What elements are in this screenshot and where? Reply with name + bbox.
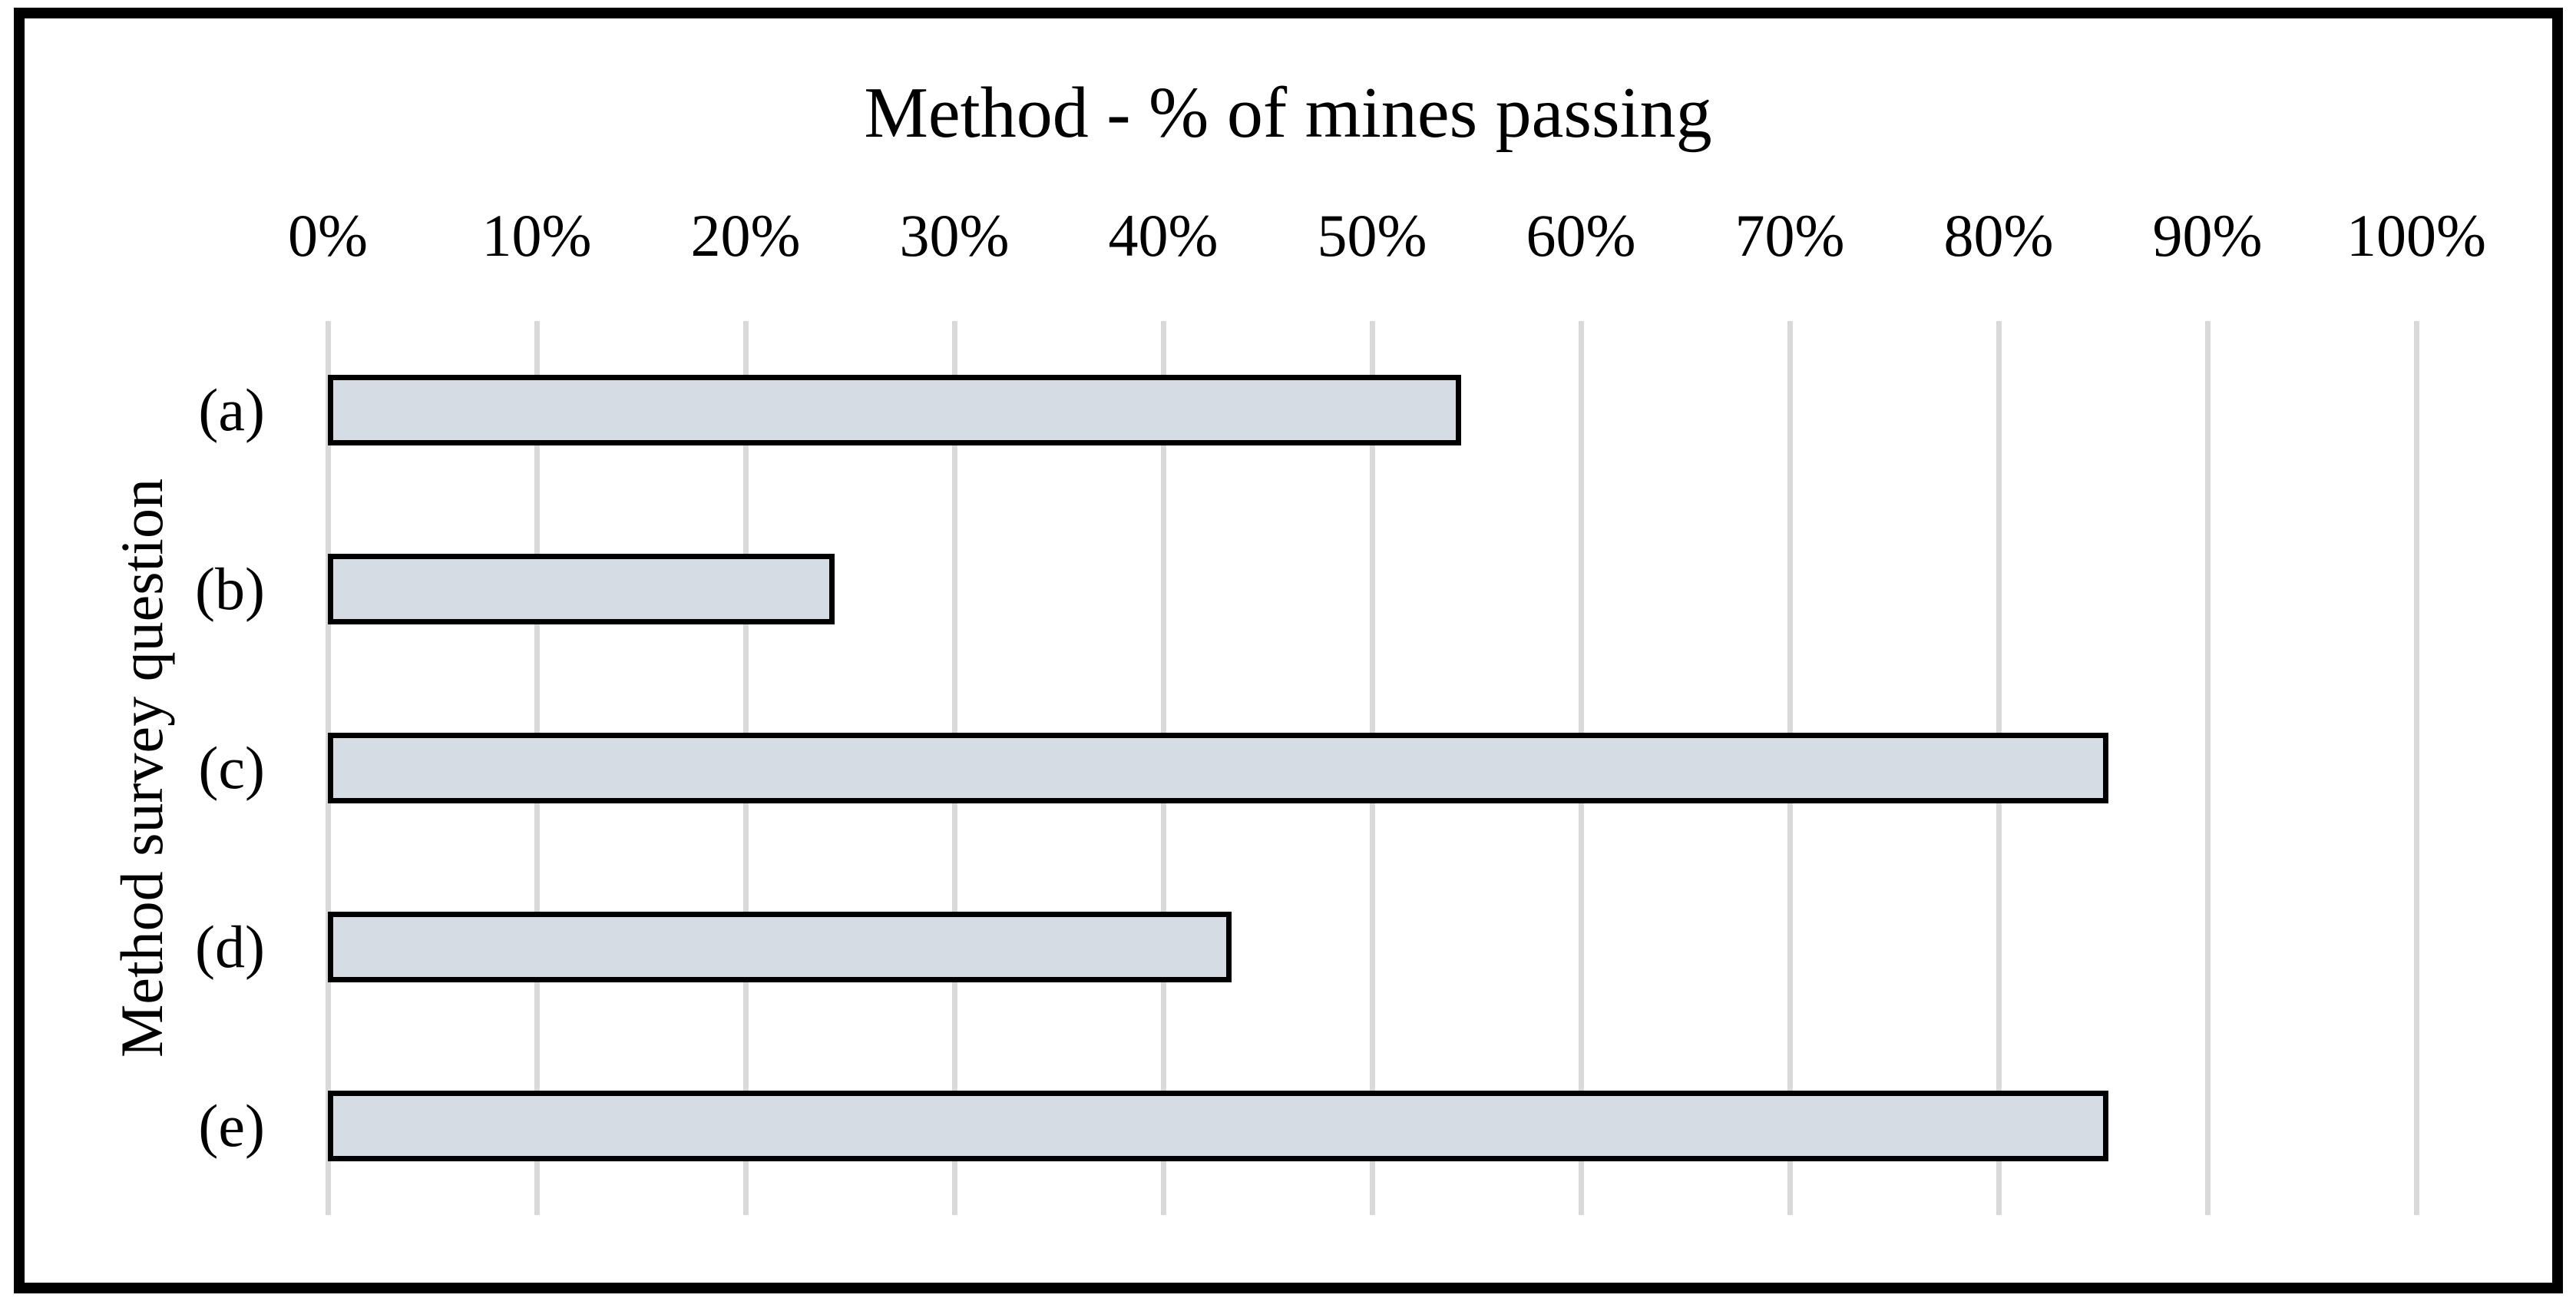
gridline-100% [2414, 321, 2419, 1215]
chart-title: Method - % of mines passing [864, 73, 1712, 153]
x-tick-label-30%: 30% [899, 202, 1010, 269]
bar-(c) [328, 733, 2108, 803]
x-tick-label-20%: 20% [690, 202, 801, 269]
bar-(b) [328, 554, 835, 625]
bar-(a) [328, 375, 1461, 446]
category-label-(e): (e) [198, 1091, 265, 1159]
category-label-(b): (b) [195, 555, 265, 623]
bar-(e) [328, 1090, 2108, 1161]
plot-area [326, 321, 2419, 1215]
x-tick-label-90%: 90% [2152, 202, 2263, 269]
x-tick-label-60%: 60% [1526, 202, 1636, 269]
x-tick-label-70%: 70% [1734, 202, 1845, 269]
bar-(d) [328, 911, 1232, 982]
x-tick-label-10%: 10% [481, 202, 592, 269]
gridline-90% [2205, 321, 2211, 1215]
x-tick-label-100%: 100% [2346, 202, 2486, 269]
category-label-(d): (d) [195, 912, 265, 980]
x-tick-label-40%: 40% [1108, 202, 1219, 269]
category-label-(c): (c) [198, 734, 265, 801]
x-tick-label-50%: 50% [1317, 202, 1427, 269]
x-tick-label-80%: 80% [1943, 202, 2054, 269]
category-label-(a): (a) [198, 376, 265, 444]
chart-outer-frame [14, 8, 2563, 1293]
x-tick-label-0%: 0% [288, 202, 368, 269]
